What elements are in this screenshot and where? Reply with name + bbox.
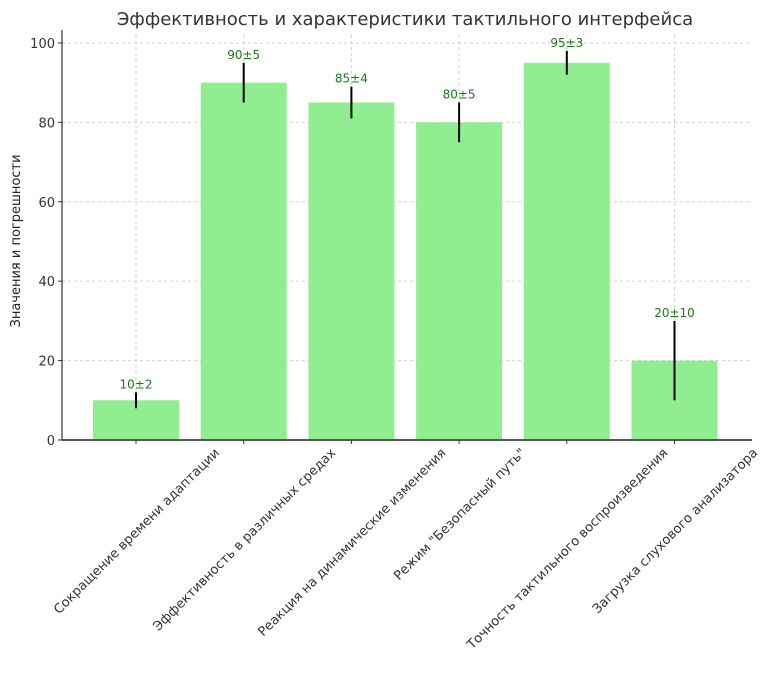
bar <box>200 82 287 440</box>
data-label: 85±4 <box>335 72 368 86</box>
data-label: 20±10 <box>654 306 695 320</box>
data-label: 95±3 <box>550 36 583 50</box>
x-tick-label: Режим "Безопасный путь" <box>391 446 529 584</box>
y-axis-label: Значения и погрешности <box>9 154 24 327</box>
bar <box>523 62 610 440</box>
y-tick-label: 60 <box>38 196 55 211</box>
chart-title: Эффективность и характеристики тактильно… <box>117 9 693 30</box>
x-tick-label: Эффективность в различных средах <box>150 446 339 635</box>
data-label: 90±5 <box>227 48 260 62</box>
bar <box>308 102 395 440</box>
y-tick-label: 40 <box>38 275 55 290</box>
bar <box>416 122 503 441</box>
x-tick-label: Загрузка слухового анализатора <box>590 446 761 617</box>
y-tick-label: 20 <box>38 355 55 370</box>
data-label: 80±5 <box>443 88 476 102</box>
data-label: 10±2 <box>120 377 153 391</box>
y-tick-label: 80 <box>38 116 55 131</box>
y-tick-label: 0 <box>47 434 55 449</box>
y-tick-label: 100 <box>30 37 55 52</box>
